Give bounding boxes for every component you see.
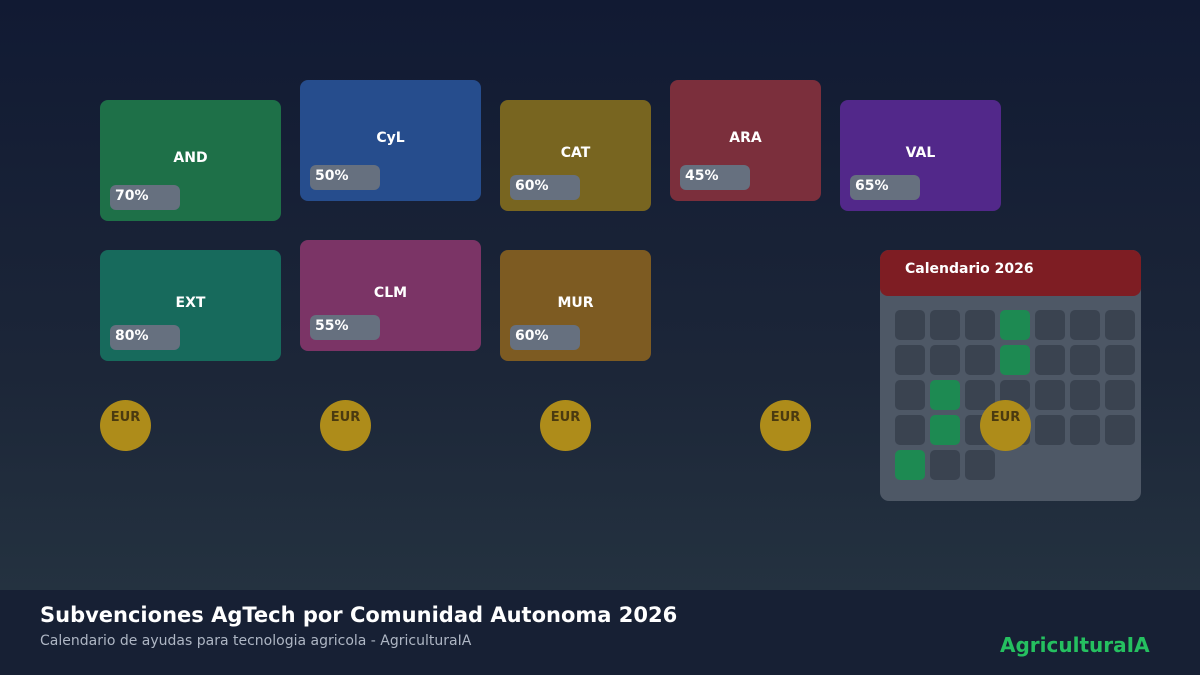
region-code: CLM (373, 285, 408, 301)
region-code: EXT (175, 295, 206, 311)
coin-label: EUR (330, 410, 361, 425)
calendar-widget: Calendario 2026 (880, 250, 1141, 501)
subsidy-percent-badge: 60% (510, 325, 580, 350)
calendar-day[interactable] (1035, 345, 1065, 375)
brand-logo: AgriculturaIA (1000, 633, 1150, 657)
region-code: CAT (560, 145, 591, 161)
calendar-day[interactable] (1035, 310, 1065, 340)
subsidy-percent-badge: 45% (680, 165, 750, 190)
euro-coin-icon: EUR (320, 400, 371, 451)
calendar-day[interactable] (895, 415, 925, 445)
region-code: AND (173, 150, 208, 166)
euro-coin-icon: EUR (540, 400, 591, 451)
region-card-cyl[interactable]: CyL 50% (300, 80, 481, 201)
calendar-day[interactable] (1105, 345, 1135, 375)
subsidy-percent-badge: 70% (110, 185, 180, 210)
region-code: VAL (905, 145, 936, 161)
calendar-day[interactable] (965, 450, 995, 480)
page-subtitle: Calendario de ayudas para tecnologia agr… (40, 633, 472, 649)
calendar-day[interactable] (1105, 415, 1135, 445)
euro-coin-icon: EUR (760, 400, 811, 451)
calendar-day-highlighted[interactable] (895, 450, 925, 480)
calendar-day[interactable] (965, 310, 995, 340)
region-card-ext[interactable]: EXT 80% (100, 250, 281, 361)
subsidy-percent-badge: 50% (310, 165, 380, 190)
coin-label: EUR (110, 410, 141, 425)
calendar-day[interactable] (1035, 380, 1065, 410)
subsidy-percent-badge: 55% (310, 315, 380, 340)
coin-label: EUR (770, 410, 801, 425)
region-card-and[interactable]: AND 70% (100, 100, 281, 221)
region-card-cat[interactable]: CAT 60% (500, 100, 651, 211)
calendar-day[interactable] (1105, 310, 1135, 340)
calendar-day[interactable] (930, 345, 960, 375)
region-code: MUR (557, 295, 594, 311)
subsidy-percent-badge: 80% (110, 325, 180, 350)
euro-coin-icon: EUR (100, 400, 151, 451)
region-card-mur[interactable]: MUR 60% (500, 250, 651, 361)
calendar-day[interactable] (1070, 415, 1100, 445)
region-code: ARA (729, 130, 762, 146)
calendar-day-highlighted[interactable] (930, 380, 960, 410)
calendar-day-highlighted[interactable] (1000, 345, 1030, 375)
calendar-day[interactable] (895, 310, 925, 340)
calendar-day[interactable] (930, 450, 960, 480)
calendar-day[interactable] (895, 345, 925, 375)
page-title: Subvenciones AgTech por Comunidad Autono… (40, 603, 678, 627)
region-card-ara[interactable]: ARA 45% (670, 80, 821, 201)
footer-bar (0, 590, 1200, 675)
calendar-day[interactable] (1070, 310, 1100, 340)
coin-label: EUR (990, 410, 1021, 425)
calendar-title: Calendario 2026 (905, 261, 1034, 277)
calendar-day[interactable] (930, 310, 960, 340)
calendar-day-highlighted[interactable] (930, 415, 960, 445)
region-card-val[interactable]: VAL 65% (840, 100, 1001, 211)
region-code: CyL (376, 130, 405, 146)
euro-coin-icon: EUR (980, 400, 1031, 451)
calendar-day[interactable] (1105, 380, 1135, 410)
coin-label: EUR (550, 410, 581, 425)
calendar-day[interactable] (1035, 415, 1065, 445)
calendar-day[interactable] (1070, 380, 1100, 410)
calendar-day[interactable] (965, 345, 995, 375)
calendar-day[interactable] (895, 380, 925, 410)
region-card-clm[interactable]: CLM 55% (300, 240, 481, 351)
calendar-day-highlighted[interactable] (1000, 310, 1030, 340)
subsidy-percent-badge: 60% (510, 175, 580, 200)
calendar-header: Calendario 2026 (880, 250, 1141, 296)
subsidy-percent-badge: 65% (850, 175, 920, 200)
calendar-day[interactable] (1070, 345, 1100, 375)
